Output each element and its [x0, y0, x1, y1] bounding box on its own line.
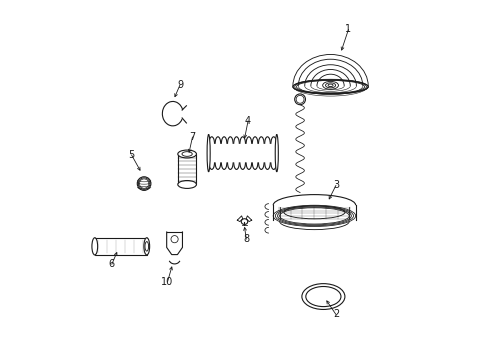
Text: 8: 8 [243, 234, 249, 244]
Ellipse shape [206, 134, 210, 172]
Ellipse shape [275, 134, 278, 172]
Bar [178, 154, 196, 184]
Text: 1: 1 [345, 24, 351, 35]
Bar [95, 238, 146, 255]
Polygon shape [246, 216, 251, 222]
Ellipse shape [178, 180, 196, 188]
Text: 3: 3 [332, 180, 338, 190]
Ellipse shape [294, 94, 305, 105]
Text: 2: 2 [332, 310, 338, 319]
Ellipse shape [143, 238, 149, 255]
Ellipse shape [178, 150, 196, 158]
Text: 10: 10 [161, 277, 173, 287]
Polygon shape [237, 216, 242, 222]
Ellipse shape [241, 219, 247, 225]
Text: 5: 5 [128, 150, 134, 160]
Text: 7: 7 [189, 132, 195, 142]
Text: 9: 9 [177, 80, 183, 90]
Text: 4: 4 [244, 116, 251, 126]
Ellipse shape [92, 238, 98, 255]
Text: 6: 6 [108, 259, 115, 269]
